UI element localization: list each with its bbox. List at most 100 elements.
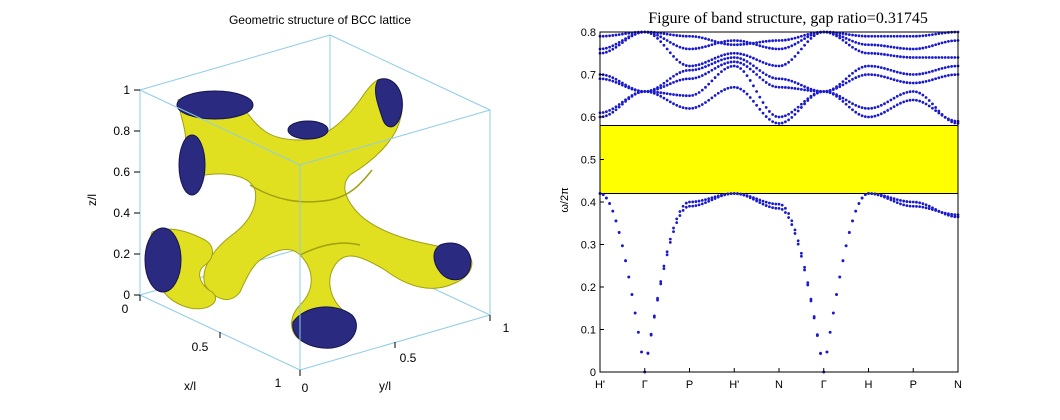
band-4-point — [748, 67, 752, 71]
band-6-point — [863, 51, 867, 55]
band-6-point — [780, 64, 784, 67]
band-1-point — [768, 201, 771, 205]
band-8-point — [704, 37, 707, 41]
band-3-point — [783, 114, 787, 118]
band-5-point — [895, 70, 899, 74]
band-8-point — [604, 34, 608, 38]
band-6-point — [915, 56, 918, 59]
band-7-point — [867, 43, 870, 47]
band-gap-region — [599, 125, 959, 194]
band-8-point — [777, 39, 781, 42]
band-4-point — [873, 73, 877, 77]
band-2-point — [796, 109, 800, 113]
band-8-point — [716, 40, 720, 44]
band-6-point — [921, 56, 925, 59]
band-8-point — [809, 32, 813, 35]
band-0-point — [704, 201, 707, 205]
band-5-point — [646, 89, 650, 93]
band-2-point — [611, 110, 615, 114]
band-3-point — [748, 79, 752, 82]
band-7-point — [892, 45, 896, 49]
band-6-point — [927, 56, 931, 59]
band-1-point — [659, 280, 663, 283]
band-x-tick-6: H — [865, 379, 873, 391]
band-5-point — [633, 88, 637, 92]
z-axis-label: z/l — [85, 194, 99, 206]
z-tick-2: 0.4 — [113, 206, 130, 220]
band-4-point — [739, 61, 743, 65]
band-4-point — [704, 72, 707, 76]
band-5-point — [947, 65, 950, 69]
band-6-point — [675, 58, 679, 61]
band-3-point — [707, 82, 711, 86]
band-7-point — [617, 40, 621, 44]
band-8-point — [710, 39, 714, 42]
band-points — [598, 30, 960, 374]
band-3-point — [771, 113, 775, 116]
band-3-point — [943, 115, 947, 119]
band-6-point — [732, 51, 736, 55]
band-0-point — [764, 204, 768, 207]
band-4-point — [665, 83, 669, 87]
band-7-point — [806, 35, 810, 39]
band-0-point — [915, 204, 918, 208]
band-3-point — [755, 90, 759, 93]
band-2-point — [803, 102, 806, 106]
band-3-point — [924, 96, 928, 99]
band-1-point — [806, 281, 810, 285]
band-1-point — [652, 314, 656, 318]
band-3-point — [665, 92, 669, 96]
band-6-point — [889, 53, 893, 57]
y-tick-labels: 0 0.5 1 — [302, 321, 510, 395]
band-0-point — [796, 242, 800, 246]
band-1-point — [921, 202, 925, 206]
band-2-point — [755, 103, 759, 107]
band-1-point — [825, 350, 829, 354]
band-6-point — [601, 51, 605, 55]
band-7-point — [857, 41, 861, 45]
band-2-point — [691, 106, 695, 110]
band-5-point — [931, 69, 934, 73]
band-1-point — [614, 219, 618, 223]
band-8-point — [851, 33, 854, 37]
band-5-point — [640, 89, 643, 93]
band-1-point — [617, 231, 621, 234]
band-6-point — [876, 52, 880, 56]
band-4-point — [777, 85, 781, 89]
band-6-point — [841, 38, 845, 42]
band-5-point — [799, 83, 803, 87]
band-0-point — [761, 202, 765, 206]
band-3-point — [831, 91, 835, 95]
band-2-point — [867, 115, 870, 119]
band-2-point — [790, 115, 794, 119]
band-4-point — [915, 81, 918, 85]
band-2-point — [768, 118, 771, 121]
band-1-point — [860, 196, 864, 200]
band-3-point — [902, 91, 906, 95]
band-1-point — [783, 206, 787, 210]
band-4-point — [863, 73, 867, 77]
band-5-point — [678, 71, 682, 74]
band-2-point — [851, 108, 854, 112]
band-2-point — [905, 99, 909, 103]
band-0-point — [774, 206, 778, 210]
band-7-point — [726, 39, 730, 43]
band-8-point — [723, 42, 727, 46]
band-0-point — [777, 206, 781, 210]
band-5-point — [950, 65, 954, 68]
band-5-point — [720, 58, 723, 62]
band-3-point — [764, 106, 768, 109]
band-7-point — [681, 46, 685, 50]
band-4-point — [838, 85, 842, 89]
band-3-point — [857, 105, 861, 109]
band-8-point — [899, 34, 902, 38]
band-1-point — [739, 192, 743, 196]
band-2-point — [688, 107, 691, 110]
band-3-point — [620, 100, 624, 104]
band-1-point — [889, 196, 893, 200]
band-8-point — [902, 34, 906, 38]
band-0-point — [697, 203, 701, 207]
band-6-point — [940, 56, 944, 59]
band-2-point — [915, 98, 918, 102]
